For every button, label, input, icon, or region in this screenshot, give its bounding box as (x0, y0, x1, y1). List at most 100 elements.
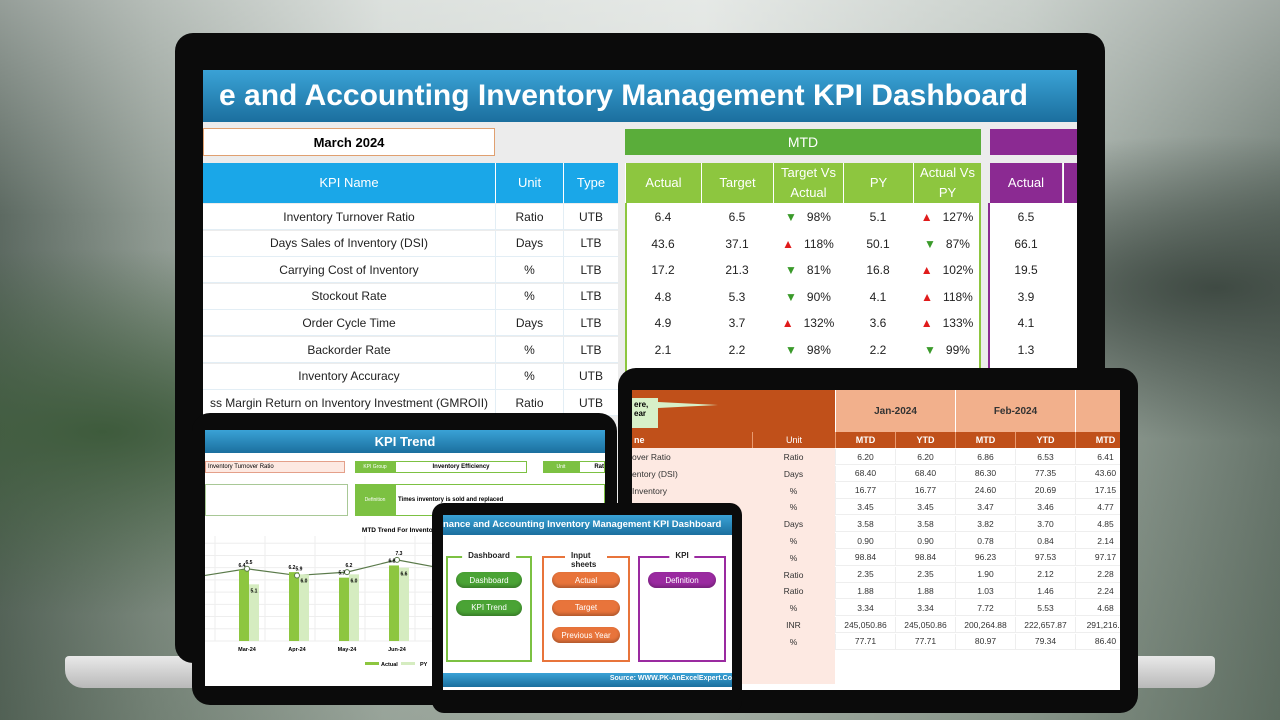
value-cell: 6.53 (1015, 449, 1075, 465)
nav-button-previous-year[interactable]: Previous Year (552, 627, 620, 643)
row-unit: % (789, 485, 798, 496)
type-cell: LTB (563, 257, 618, 284)
actual-label: 6.2 (289, 565, 296, 571)
value-cell: 16.77 (895, 482, 955, 499)
value-cell: 16.77 (835, 482, 895, 499)
kpi-name-select[interactable]: Inventory Turnover Ratio (205, 461, 345, 473)
avp-value: 133% (942, 316, 974, 331)
month-header: Feb-2024 (955, 390, 1075, 432)
value-cell: 0.78 (955, 533, 1015, 549)
actual-bar (239, 569, 249, 641)
callout-arrow-icon (658, 402, 718, 408)
sub-header: MTD (1075, 432, 1120, 448)
target-point (344, 569, 350, 576)
triangle-up-icon: ▲ (921, 289, 934, 304)
avp-value: 87% (945, 236, 970, 251)
target-point (294, 572, 300, 579)
value-cell: 3.47 (955, 499, 1015, 516)
target-point (244, 565, 250, 572)
actual-label: 6.8 (389, 558, 396, 564)
kpi-name-cell: Carrying Cost of Inventory (203, 257, 495, 284)
row-name: entory (DSI) (632, 468, 678, 479)
target-point (394, 556, 400, 563)
nav-button-target[interactable]: Target (552, 599, 620, 616)
value-cell: 3.34 (835, 600, 895, 617)
nav-button-actual[interactable]: Actual (552, 572, 620, 588)
avp-cell: ▲ 102% (913, 257, 981, 283)
target-cell: 5.3 (728, 289, 746, 304)
ytd-actual-cell: 4.1 (1017, 316, 1035, 331)
kpi-name-cell: ss Margin Return on Inventory Investment… (203, 390, 495, 417)
row-name: Inventory (632, 485, 667, 496)
nav-button-kpi-trend[interactable]: KPI Trend (456, 599, 522, 616)
ytd-actual-cell: 6.5 (1017, 210, 1035, 224)
chart-title: MTD Trend For Inventory Tu (361, 526, 449, 534)
header-tva: Target Vs Actual (773, 163, 843, 203)
value-cell: 3.58 (835, 516, 895, 533)
type-cell: LTB (563, 230, 618, 257)
nav-button-dashboard[interactable]: Dashboard (456, 572, 522, 588)
tva-value: 81% (806, 263, 831, 278)
avp-cell: ▲ 133% (913, 310, 981, 336)
actual-bar (389, 565, 399, 641)
tva-cell: ▲ 118% (773, 231, 843, 257)
tva-cell: ▼ 98% (773, 204, 843, 230)
kpi-name-cell: Order Cycle Time (203, 310, 495, 337)
value-cell: 1.03 (955, 583, 1015, 600)
value-cell: 4.85 (1075, 516, 1120, 533)
value-cell: 3.34 (895, 600, 955, 617)
home-title: nance and Accounting Inventory Managemen… (443, 519, 722, 530)
kpi-group-label: KPI Group (355, 461, 395, 473)
target-cell: 3.7 (728, 316, 746, 331)
type-cell: LTB (563, 310, 618, 337)
actual-cell: 4.9 (654, 316, 672, 331)
header-ytd-actual: Actual (990, 163, 1062, 203)
avp-value: 118% (943, 289, 973, 304)
header-type: Type (563, 163, 618, 203)
py-bar (399, 567, 409, 641)
target-label: 6.2 (346, 563, 353, 569)
dashboard-title-bar: e and Accounting Inventory Management KP… (203, 70, 1077, 122)
triangle-down-icon: ▼ (924, 236, 936, 251)
ytd-actual-cell: 66.1 (1014, 236, 1038, 251)
tva-cell: ▼ 90% (773, 284, 843, 310)
unit-cell: % (495, 363, 563, 390)
row-unit: % (789, 603, 798, 614)
row-unit: INR (786, 620, 801, 630)
value-cell: 17.15 (1075, 482, 1120, 499)
value-cell: 3.45 (835, 499, 895, 516)
value-cell: 86.30 (955, 465, 1015, 482)
month-selector[interactable]: March 2024 (203, 128, 495, 156)
value-cell: 2.35 (895, 566, 955, 583)
category-label: Jun-24 (388, 647, 407, 653)
source-bar: Source: WWW.PK-AnExcelExpert.Co (443, 673, 732, 687)
value-cell: 1.90 (955, 566, 1015, 583)
source-link[interactable]: Source: WWW.PK-AnExcelExpert.Co (609, 675, 732, 682)
nav-button-definition[interactable]: Definition (648, 572, 716, 588)
triangle-up-icon: ▲ (920, 263, 933, 278)
value-cell: 5.53 (1015, 600, 1075, 617)
actual-cell: 4.8 (654, 289, 672, 304)
actual-bar (289, 572, 299, 641)
triangle-up-icon: ▲ (920, 316, 933, 331)
value-cell: 2.35 (835, 566, 895, 583)
target-cell: 6.5 (728, 210, 746, 224)
value-cell: 3.58 (895, 516, 955, 533)
unit-cell: % (495, 257, 563, 284)
py-label: 6.0 (351, 578, 358, 584)
py-bar (349, 574, 359, 641)
tva-cell: ▼ 81% (773, 257, 843, 283)
value-cell: 6.20 (895, 449, 955, 465)
actual-label: 5.7 (339, 571, 346, 577)
value-cell: 97.17 (1075, 549, 1120, 566)
triangle-down-icon: ▼ (785, 210, 797, 224)
sub-header: YTD (895, 432, 955, 448)
legend-py: PY (420, 662, 428, 668)
value-cell: 222,657.87 (1015, 617, 1075, 633)
value-cell: 24.60 (955, 482, 1015, 499)
actual-label: 6.4 (239, 563, 246, 569)
kpi-name-cell: Inventory Accuracy (203, 363, 495, 390)
category-label: Apr-24 (288, 647, 306, 653)
py-label: 5.1 (251, 588, 258, 594)
value-cell: 4.77 (1075, 499, 1120, 516)
